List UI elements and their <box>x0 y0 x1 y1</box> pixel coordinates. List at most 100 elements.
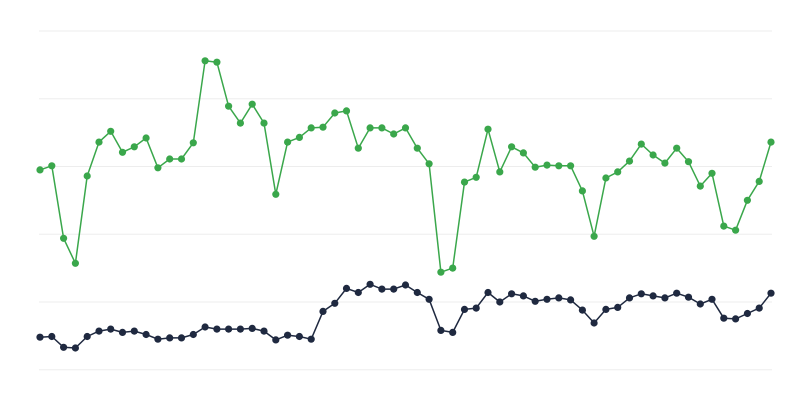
navy-series-point <box>177 334 186 342</box>
navy-series-point <box>236 325 244 333</box>
navy-series-point <box>118 328 127 336</box>
green-series-point <box>519 149 528 157</box>
green-series-point <box>449 264 457 272</box>
navy-series-point <box>425 295 433 303</box>
navy-series-point <box>531 297 539 305</box>
navy-series-point <box>649 292 657 300</box>
navy-series-point <box>142 330 150 339</box>
navy-series-point <box>354 288 362 297</box>
green-series-point <box>743 196 752 204</box>
green-series-point <box>472 173 480 181</box>
green-series-point <box>154 164 162 172</box>
navy-series-point <box>720 314 728 322</box>
navy-series-point <box>342 284 351 292</box>
navy-series-point <box>95 327 103 335</box>
navy-series-point <box>272 336 280 344</box>
green-series-point <box>60 234 68 242</box>
navy-series-point <box>519 292 528 300</box>
navy-series-point <box>661 294 669 302</box>
green-series-point <box>567 162 575 170</box>
navy-series-line <box>39 283 772 349</box>
green-series-point <box>413 144 421 152</box>
green-series-point <box>555 162 563 170</box>
green-series-point <box>543 161 551 169</box>
navy-series-point <box>319 307 327 315</box>
navy-series-point <box>637 290 645 298</box>
navy-series-point <box>578 306 587 314</box>
navy-series-point <box>189 330 197 339</box>
green-series-point <box>142 134 150 142</box>
navy-series-point <box>437 326 445 334</box>
green-series-point <box>401 124 410 132</box>
navy-series-point <box>83 332 91 341</box>
green-series-point <box>720 222 728 230</box>
navy-series-point <box>767 289 775 297</box>
navy-series-point <box>307 335 315 343</box>
green-series-point <box>590 232 598 240</box>
green-series-point <box>319 123 327 131</box>
navy-series-point <box>166 334 174 342</box>
navy-series-point <box>708 295 716 303</box>
green-series-point <box>625 157 634 165</box>
navy-series-point <box>378 285 386 293</box>
green-series-point <box>378 124 386 132</box>
navy-series-point <box>284 331 292 339</box>
navy-series-point <box>590 319 598 327</box>
green-series-point <box>767 138 775 146</box>
green-series-point <box>342 107 351 115</box>
green-series-point <box>236 119 244 127</box>
navy-series-point <box>555 294 563 302</box>
green-series-point <box>637 140 645 148</box>
green-series-point <box>107 127 115 135</box>
green-series-point <box>578 187 587 195</box>
green-series-point <box>48 162 56 170</box>
green-series-point <box>307 124 315 132</box>
green-series-point <box>696 182 704 190</box>
green-series-point <box>189 139 197 147</box>
green-series-point <box>460 178 469 186</box>
green-series-point <box>425 160 433 168</box>
navy-series-point <box>449 328 457 336</box>
navy-series-point <box>401 281 410 289</box>
green-series-point <box>708 169 716 177</box>
navy-series-point <box>36 333 44 341</box>
navy-series-point <box>602 305 610 313</box>
green-series-point <box>732 226 740 234</box>
green-series-point <box>95 138 103 146</box>
green-series-point <box>130 143 138 151</box>
navy-series-point <box>201 323 209 331</box>
navy-series-point <box>130 327 138 335</box>
green-series-point <box>83 172 91 180</box>
navy-series-point <box>225 325 233 333</box>
green-series-point <box>484 125 492 133</box>
navy-series-point <box>154 335 162 343</box>
navy-series-point <box>673 289 681 297</box>
navy-series-point <box>484 288 492 297</box>
green-series-point <box>36 166 44 174</box>
navy-series-point <box>260 327 268 335</box>
green-series-point <box>248 100 256 108</box>
navy-series-point <box>213 325 221 333</box>
green-series-point <box>225 102 233 110</box>
green-series-point <box>602 174 610 182</box>
navy-series-point <box>413 288 421 297</box>
navy-series-point <box>614 303 622 311</box>
navy-series-point <box>331 299 339 307</box>
green-series-point <box>260 119 268 127</box>
green-series-point <box>201 57 209 65</box>
green-series-point <box>649 151 657 159</box>
navy-series-point <box>755 304 763 312</box>
navy-series-point <box>567 296 575 304</box>
green-series-point <box>508 143 516 151</box>
green-series-point <box>531 163 539 171</box>
green-series-point <box>390 130 398 138</box>
navy-series-point <box>696 300 704 308</box>
navy-series-point <box>295 332 303 341</box>
green-series-point <box>71 259 79 267</box>
navy-series-point <box>366 280 374 288</box>
green-series-point <box>684 158 693 166</box>
navy-series-point <box>390 285 398 293</box>
navy-series-point <box>625 294 634 302</box>
